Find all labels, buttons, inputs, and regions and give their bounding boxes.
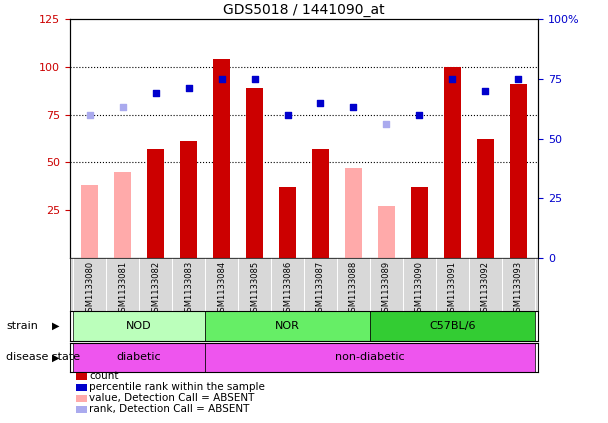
Text: GSM1133083: GSM1133083 [184, 261, 193, 317]
Bar [246, 88, 263, 258]
Point [480, 88, 490, 94]
Bar [205, 343, 535, 372]
Point [118, 104, 128, 111]
Bar [313, 149, 329, 258]
Point [184, 85, 193, 92]
Bar [205, 311, 370, 341]
Point [415, 111, 424, 118]
Bar [114, 172, 131, 258]
Bar [444, 67, 461, 258]
Text: GSM1133090: GSM1133090 [415, 261, 424, 317]
Bar [73, 311, 205, 341]
Point [316, 99, 325, 106]
Bar [345, 168, 362, 258]
Text: GSM1133093: GSM1133093 [514, 261, 523, 317]
Text: ▶: ▶ [52, 321, 59, 331]
Bar [411, 187, 427, 258]
Text: GSM1133084: GSM1133084 [217, 261, 226, 317]
Point [447, 75, 457, 82]
Point [250, 75, 260, 82]
Bar [378, 206, 395, 258]
Point [216, 75, 226, 82]
Point [283, 111, 292, 118]
Text: rank, Detection Call = ABSENT: rank, Detection Call = ABSENT [89, 404, 250, 415]
Text: C57BL/6: C57BL/6 [429, 321, 475, 331]
Text: value, Detection Call = ABSENT: value, Detection Call = ABSENT [89, 393, 255, 404]
Bar [510, 84, 527, 258]
Text: disease state: disease state [6, 352, 80, 363]
Text: GSM1133080: GSM1133080 [85, 261, 94, 317]
Bar [181, 141, 197, 258]
Bar [81, 185, 98, 258]
Bar [370, 311, 535, 341]
Point [382, 121, 392, 128]
Text: GSM1133087: GSM1133087 [316, 261, 325, 317]
Text: NOR: NOR [275, 321, 300, 331]
Text: GSM1133091: GSM1133091 [448, 261, 457, 317]
Point [348, 104, 358, 111]
Text: GSM1133086: GSM1133086 [283, 261, 292, 317]
Text: GSM1133088: GSM1133088 [349, 261, 358, 317]
Text: diabetic: diabetic [117, 352, 162, 363]
Text: percentile rank within the sample: percentile rank within the sample [89, 382, 265, 393]
Text: strain: strain [6, 321, 38, 331]
Text: GSM1133089: GSM1133089 [382, 261, 391, 317]
Point [85, 111, 95, 118]
Text: GSM1133082: GSM1133082 [151, 261, 160, 317]
Text: non-diabetic: non-diabetic [335, 352, 405, 363]
Point [151, 90, 161, 96]
Bar [477, 140, 494, 258]
Bar [213, 59, 230, 258]
Bar [279, 187, 295, 258]
Text: count: count [89, 371, 119, 382]
Text: NOD: NOD [126, 321, 152, 331]
Title: GDS5018 / 1441090_at: GDS5018 / 1441090_at [223, 3, 385, 16]
Text: GSM1133085: GSM1133085 [250, 261, 259, 317]
Text: GSM1133081: GSM1133081 [118, 261, 127, 317]
Text: ▶: ▶ [52, 352, 59, 363]
Text: GSM1133092: GSM1133092 [481, 261, 490, 317]
Point [513, 75, 523, 82]
Bar [147, 149, 164, 258]
Bar [73, 343, 205, 372]
